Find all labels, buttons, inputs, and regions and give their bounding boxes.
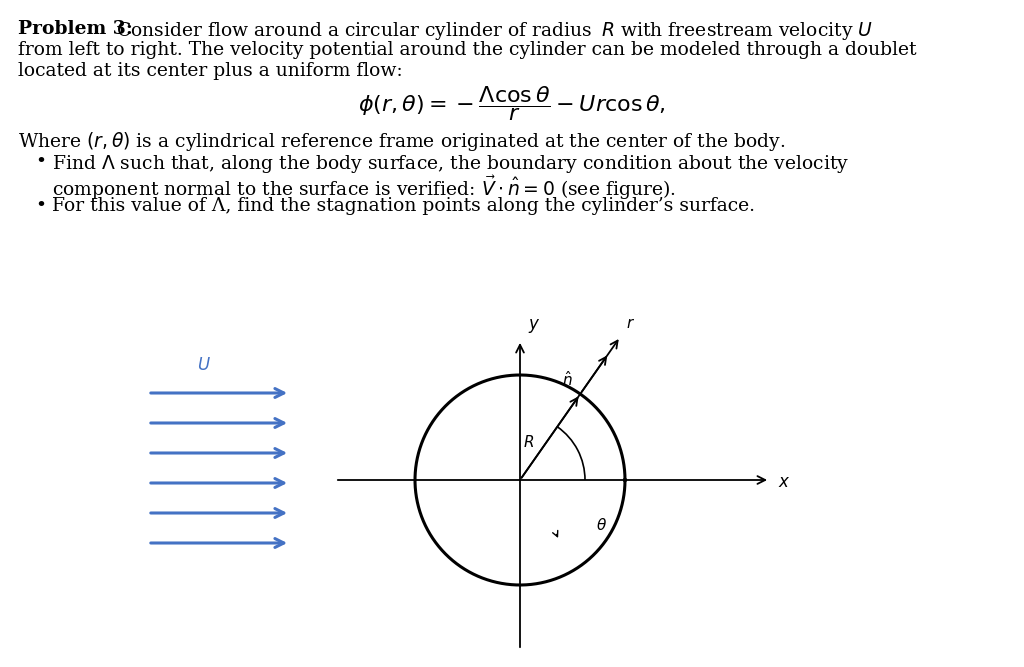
- Text: $R$: $R$: [522, 434, 534, 450]
- Text: •: •: [35, 153, 46, 171]
- Text: Where $(r, \theta)$ is a cylindrical reference frame originated at the center of: Where $(r, \theta)$ is a cylindrical ref…: [18, 130, 785, 153]
- Text: component normal to the surface is verified: $\vec{V} \cdot \hat{n} = 0$ (see fi: component normal to the surface is verif…: [52, 174, 676, 202]
- Text: $\hat{n}$: $\hat{n}$: [561, 370, 572, 389]
- Text: Problem 3:: Problem 3:: [18, 20, 133, 38]
- Text: $x$: $x$: [778, 473, 791, 491]
- Text: $\theta$: $\theta$: [596, 517, 607, 533]
- Text: Consider flow around a circular cylinder of radius  $R$ with freestream velocity: Consider flow around a circular cylinder…: [116, 20, 873, 42]
- Text: from left to right. The velocity potential around the cylinder can be modeled th: from left to right. The velocity potenti…: [18, 41, 916, 59]
- Text: •: •: [35, 197, 46, 215]
- Text: $\phi(r,\theta) = -\dfrac{\Lambda \cos\theta}{r} - Ur\cos\theta,$: $\phi(r,\theta) = -\dfrac{\Lambda \cos\t…: [358, 84, 666, 123]
- Text: For this value of Λ, find the stagnation points along the cylinder’s surface.: For this value of Λ, find the stagnation…: [52, 197, 755, 215]
- Text: $U$: $U$: [197, 356, 211, 374]
- Text: $y$: $y$: [528, 317, 541, 335]
- Text: located at its center plus a uniform flow:: located at its center plus a uniform flo…: [18, 62, 402, 80]
- Text: Find $\Lambda$ such that, along the body surface, the boundary condition about t: Find $\Lambda$ such that, along the body…: [52, 153, 850, 175]
- Text: $r$: $r$: [627, 315, 636, 331]
